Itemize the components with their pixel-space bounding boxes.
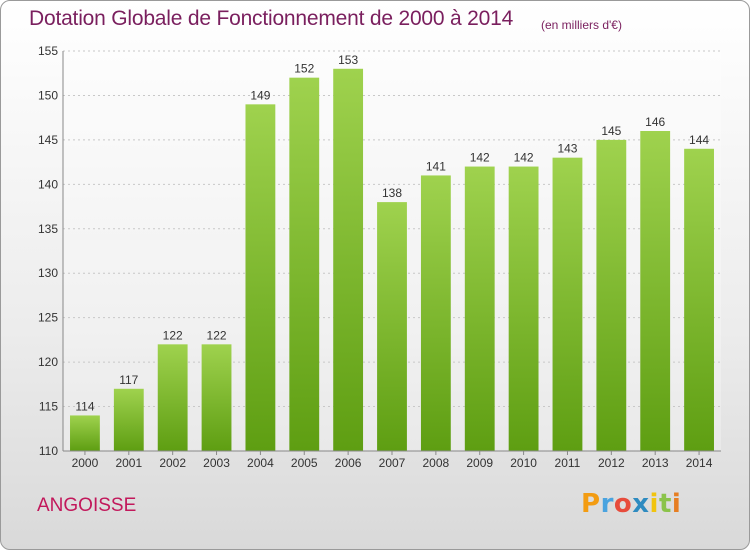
- bar: [333, 68, 364, 452]
- x-tick-label: 2006: [335, 456, 362, 470]
- bar: [552, 157, 583, 451]
- x-tick-label: 2013: [642, 456, 669, 470]
- logo-letter: i: [649, 489, 659, 519]
- x-tick-label: 2005: [291, 456, 318, 470]
- bar-value-label: 143: [557, 142, 577, 156]
- proxiti-logo: Proxiti: [581, 489, 681, 519]
- bar-value-label: 141: [426, 159, 446, 173]
- y-tick-label: 150: [38, 88, 58, 102]
- y-tick-label: 145: [38, 133, 58, 147]
- bar-value-label: 146: [645, 115, 665, 129]
- x-tick-label: 2000: [72, 456, 99, 470]
- bar-value-label: 149: [250, 88, 270, 102]
- y-tick-label: 120: [38, 355, 58, 369]
- x-tick-label: 2007: [379, 456, 406, 470]
- bar-value-label: 117: [119, 373, 138, 387]
- bar: [596, 139, 627, 451]
- bar-value-label: 142: [470, 151, 490, 165]
- bar: [684, 148, 714, 451]
- bar-value-label: 122: [207, 328, 227, 342]
- x-tick-label: 2014: [686, 456, 713, 470]
- logo-letter: o: [613, 489, 633, 519]
- bar-value-label: 142: [514, 151, 534, 165]
- x-tick-label: 2012: [598, 456, 625, 470]
- commune-name: ANGOISSE: [37, 495, 137, 516]
- bar: [113, 388, 144, 451]
- bar: [289, 77, 320, 452]
- bar-value-label: 114: [75, 399, 94, 413]
- bar-value-label: 145: [601, 124, 621, 138]
- logo-letter: x: [632, 489, 650, 519]
- y-tick-label: 140: [38, 177, 58, 191]
- chart-title: Dotation Globale de Fonctionnement de 20…: [29, 7, 514, 30]
- chart-subtitle: (en milliers d'€): [541, 18, 622, 32]
- bar-value-label: 122: [163, 328, 183, 342]
- y-tick-label: 115: [39, 400, 58, 414]
- bar: [157, 344, 188, 451]
- x-tick-label: 2011: [555, 456, 581, 470]
- bar: [70, 415, 100, 451]
- x-tick-label: 2009: [466, 456, 493, 470]
- bar: [464, 166, 495, 452]
- x-tick-label: 2010: [510, 456, 537, 470]
- bar-value-label: 138: [382, 186, 402, 200]
- x-tick-label: 2008: [423, 456, 450, 470]
- bar: [640, 131, 671, 451]
- y-tick-label: 110: [39, 444, 58, 458]
- bar: [420, 175, 451, 451]
- bar-value-label: 144: [689, 133, 709, 147]
- x-tick-label: 2004: [247, 456, 274, 470]
- bar: [377, 202, 407, 451]
- logo-letter: P: [581, 489, 601, 519]
- logo-letter: t: [658, 489, 672, 519]
- y-tick-label: 155: [38, 44, 58, 58]
- bar: [508, 166, 539, 452]
- x-tick-label: 2001: [115, 456, 142, 470]
- x-tick-label: 2002: [159, 456, 186, 470]
- y-tick-label: 130: [38, 266, 58, 280]
- y-tick-label: 135: [38, 222, 58, 236]
- bar-value-label: 153: [338, 53, 358, 67]
- logo-letter: r: [600, 489, 614, 519]
- logo-letter: i: [671, 489, 682, 519]
- y-tick-label: 125: [38, 311, 58, 325]
- bar: [245, 104, 276, 451]
- bar-value-label: 152: [294, 62, 314, 76]
- bar: [201, 344, 232, 451]
- x-tick-label: 2003: [203, 456, 230, 470]
